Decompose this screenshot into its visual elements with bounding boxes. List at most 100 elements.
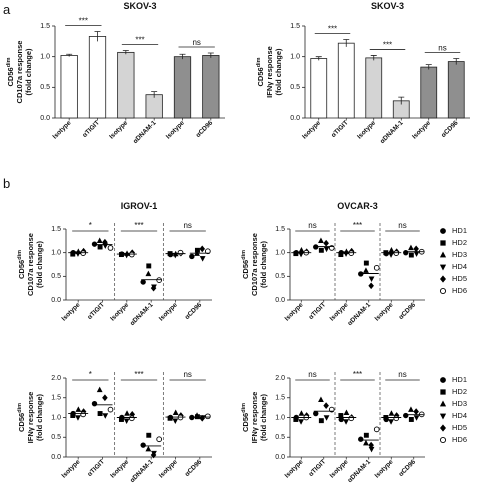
data-point [323, 246, 330, 253]
x-tick-label: αTIGIT [308, 458, 328, 478]
data-point [348, 415, 355, 422]
data-point [80, 250, 87, 256]
error-bar [315, 56, 322, 61]
data-point [146, 432, 152, 438]
data-point [363, 260, 369, 266]
significance-label: *** [135, 36, 144, 45]
data-point [204, 248, 211, 255]
data-point [388, 247, 395, 253]
significance-label: *** [134, 221, 143, 230]
y-axis-label: CD107a response [15, 41, 24, 104]
y-tick-label: 0.0 [275, 454, 285, 461]
data-point [75, 406, 82, 412]
legend-marker [440, 240, 446, 246]
x-tick-label: αTIGIT [86, 458, 106, 478]
y-axis-label: CD107a response [250, 233, 259, 296]
y-tick-label: 0.5 [51, 273, 61, 280]
legend-label: HD4 [452, 411, 467, 420]
bar [420, 66, 438, 119]
legend-label: HD1 [452, 226, 467, 235]
y-axis-label: CD56dim [17, 250, 26, 279]
data-point [313, 410, 319, 417]
data-point [172, 252, 179, 259]
panel-label: b [3, 176, 10, 191]
y-axis-label: CD56dim [241, 250, 250, 279]
error-bar [151, 91, 158, 98]
data-point [388, 419, 394, 425]
x-tick-label: Isotype [61, 458, 82, 479]
legend-label: HD3 [452, 250, 467, 259]
y-tick-label: 1.5 [40, 23, 50, 30]
legend-marker [439, 287, 447, 295]
data-point [343, 419, 349, 425]
data-point [140, 279, 146, 285]
y-axis-label: (fold change) [259, 393, 268, 441]
y-axis-label: (fold change) [35, 393, 44, 441]
x-tick-label: αCD96 [184, 458, 204, 478]
data-point [323, 402, 329, 409]
y-tick-label: 0.5 [275, 273, 285, 280]
y-tick-label: 0.5 [275, 434, 285, 441]
data-point [368, 276, 375, 282]
y-tick-label: 2.0 [51, 375, 61, 382]
data-point [363, 432, 369, 438]
significance-label: *** [79, 17, 88, 26]
data-point [128, 415, 135, 422]
error-bar [66, 53, 73, 57]
chart-title: OVCAR-3 [337, 201, 378, 211]
data-point [348, 250, 355, 256]
x-tick-label: Isotype [329, 458, 350, 479]
x-tick-label: Isotype [356, 119, 377, 140]
data-point [343, 409, 350, 415]
legend-label: HD6 [452, 286, 467, 295]
data-point [91, 241, 98, 247]
significance-label: ns [192, 38, 200, 47]
y-axis-label-sup: dim [17, 403, 23, 413]
significance-label: ns [438, 44, 446, 53]
data-point [388, 252, 394, 258]
data-point [318, 396, 324, 402]
x-tick-label: αCD96 [195, 119, 215, 139]
data-point [123, 418, 130, 424]
bar [60, 55, 78, 119]
chart-title: SKOV-3 [371, 1, 404, 11]
data-point [393, 250, 400, 256]
chart-title: SKOV-3 [123, 1, 156, 11]
data-point [293, 417, 299, 422]
error-bar [179, 53, 186, 60]
data-point [70, 413, 76, 418]
x-tick-label: αTIGIT [330, 119, 350, 139]
data-point [293, 251, 299, 257]
y-tick-label: 1.5 [275, 395, 285, 402]
y-axis-label-sup: dim [256, 57, 262, 67]
legend-label: HD6 [452, 435, 467, 444]
significance-label: *** [383, 40, 392, 49]
y-tick-label: 0.0 [40, 115, 50, 122]
bar [202, 55, 220, 119]
legend-marker [439, 413, 447, 420]
x-tick-label: Isotype [158, 458, 179, 479]
x-tick-label: αCD96 [398, 301, 418, 321]
y-tick-label: 1.5 [51, 395, 61, 402]
data-point [363, 439, 369, 446]
y-axis-label-sup: dim [17, 250, 23, 260]
data-point [156, 277, 163, 283]
legend-label: HD3 [452, 399, 467, 408]
data-point [146, 263, 152, 269]
y-axis-label-base: CD56 [241, 260, 250, 279]
y-tick-label: 1.0 [40, 54, 50, 61]
x-tick-label: Isotype [411, 119, 432, 140]
y-axis-label: (fold change) [24, 48, 33, 96]
data-point [363, 267, 369, 273]
data-point [80, 411, 87, 418]
legend-label: HD5 [452, 274, 467, 283]
data-point [97, 411, 103, 417]
data-point [102, 238, 108, 246]
bar [337, 42, 355, 119]
significance-label: * [89, 370, 92, 379]
data-point [118, 252, 124, 258]
y-axis-label: CD107a response [26, 233, 35, 296]
x-tick-label: Isotype [158, 301, 179, 322]
legend-label: HD2 [452, 238, 467, 247]
data-point [408, 252, 414, 258]
